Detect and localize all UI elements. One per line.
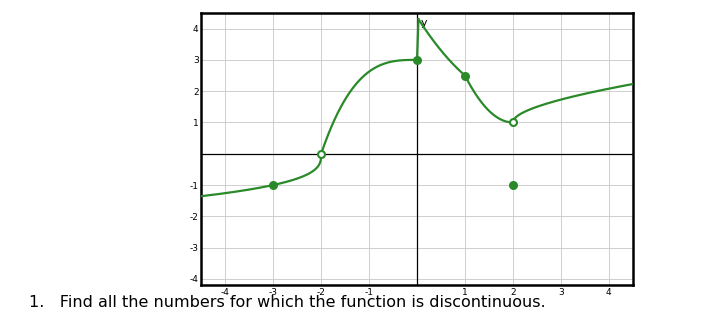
Text: y: y [421, 17, 428, 28]
Text: 1.   Find all the numbers for which the function is discontinuous.: 1. Find all the numbers for which the fu… [29, 295, 546, 310]
